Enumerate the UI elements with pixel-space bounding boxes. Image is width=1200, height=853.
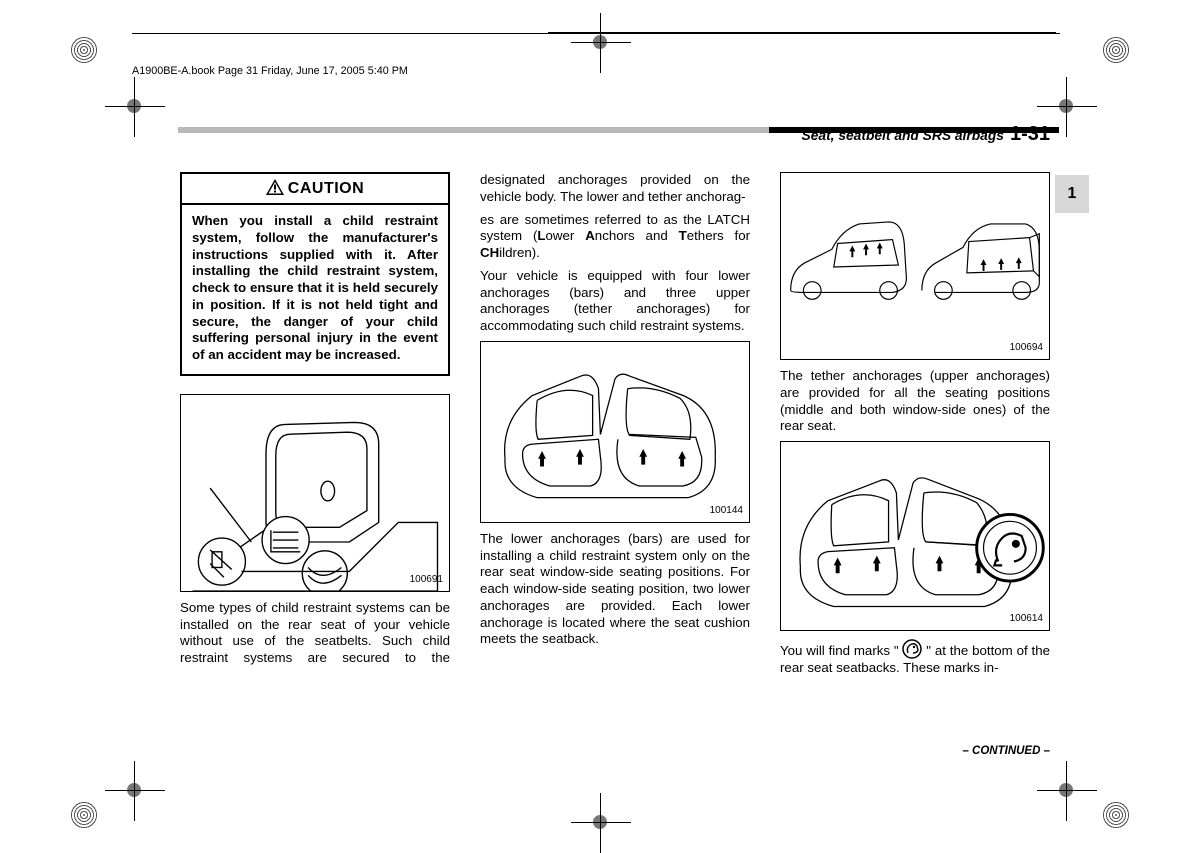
crop-register-icon: [127, 99, 141, 113]
figure-id: 100614: [1010, 613, 1043, 626]
body-text: The tether anchorages (upper anchorages)…: [780, 368, 1050, 435]
section-title-text: Seat, seatbelt and SRS airbags: [802, 128, 1004, 143]
figure-id: 100694: [1010, 342, 1043, 355]
caution-heading-text: CAUTION: [288, 180, 364, 197]
latch-mark-icon: [902, 639, 922, 659]
section-header: Seat, seatbelt and SRS airbags 1-31: [802, 123, 1050, 146]
figure-id: 100144: [710, 505, 743, 518]
crop-corner-icon: [1102, 36, 1130, 64]
figure-tether-anchor-locations: 100694: [780, 172, 1050, 360]
body-text: You will find marks " " at the bottom of…: [780, 639, 1050, 677]
crop-register-icon: [1059, 99, 1073, 113]
chapter-tab: 1: [1055, 175, 1089, 213]
figure-rear-seat-lower-anchors: 100144: [480, 341, 750, 523]
caution-heading: CAUTION: [182, 174, 448, 205]
body-text: The lower anchorages (bars) are used for…: [480, 531, 750, 648]
warning-triangle-icon: [266, 179, 284, 195]
figure-id: 100691: [410, 574, 443, 587]
page-body: CAUTION When you install a child restrai…: [180, 172, 1050, 739]
crop-register-icon: [127, 783, 141, 797]
figure-latch-marks: 100614: [780, 441, 1050, 631]
crop-register-icon: [593, 815, 607, 829]
crop-corner-icon: [70, 36, 98, 64]
figure-child-seat-install: 100691: [180, 394, 450, 592]
caution-box: CAUTION When you install a child restrai…: [180, 172, 450, 376]
body-text: es are sometimes referred to as the LATC…: [480, 212, 750, 262]
header-rule: [132, 33, 1060, 34]
crop-register-icon: [1059, 783, 1073, 797]
page-number: 1-31: [1010, 123, 1050, 146]
crop-corner-icon: [1102, 801, 1130, 829]
crop-corner-icon: [70, 801, 98, 829]
body-text: Your vehicle is equipped with four lower…: [480, 268, 750, 335]
crop-register-icon: [593, 35, 607, 49]
caution-body: When you install a child restraint syste…: [182, 205, 448, 374]
print-metadata: A1900BE-A.book Page 31 Friday, June 17, …: [132, 65, 536, 77]
continued-footer: – CONTINUED –: [962, 745, 1050, 757]
